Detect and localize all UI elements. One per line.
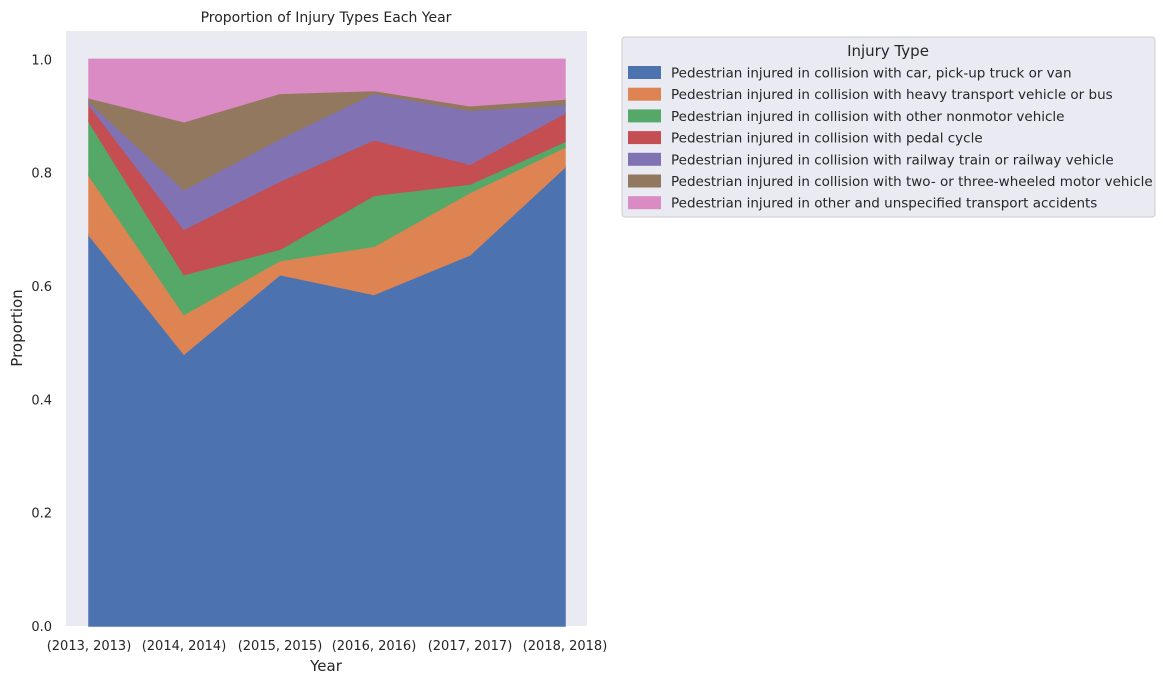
legend-swatch	[628, 66, 661, 79]
y-tick-labels: 0.0 0.2 0.4 0.6 0.8 1.0	[31, 53, 52, 635]
y-tick-label: 0.8	[31, 167, 52, 182]
legend-label: Pedestrian injured in collision with rai…	[671, 152, 1114, 168]
legend-label: Pedestrian injured in other and unspecif…	[671, 196, 1097, 212]
x-tick-label: (2017, 2017)	[428, 639, 513, 654]
legend-swatch	[628, 152, 661, 166]
x-tick-label: (2013, 2013)	[47, 639, 132, 654]
legend-label: Pedestrian injured in collision with two…	[671, 174, 1153, 190]
legend-frame	[621, 36, 1156, 218]
x-tick-label: (2015, 2015)	[238, 639, 323, 654]
chart-title: Proportion of Injury Types Each Year	[201, 10, 452, 26]
legend-swatch	[628, 109, 661, 123]
x-tick-labels: (2013, 2013) (2014, 2014) (2015, 2015) (201…	[47, 639, 608, 654]
legend-title: Injury Type	[847, 42, 929, 60]
x-tick-label: (2016, 2016)	[332, 639, 417, 654]
area-series-7	[88, 58, 566, 123]
y-tick-label: 0.4	[31, 393, 52, 408]
x-tick-label: (2018, 2018)	[523, 639, 608, 654]
y-tick-label: 1.0	[31, 53, 52, 68]
legend: Injury Type Pedestrian injured in collis…	[621, 36, 1156, 218]
y-tick-label: 0.6	[31, 280, 52, 295]
x-tick-label: (2014, 2014)	[142, 639, 227, 654]
x-axis-label: Year	[309, 657, 343, 675]
legend-swatch	[628, 174, 661, 188]
legend-label: Pedestrian injured in collision with car…	[671, 66, 1072, 82]
legend-label: Pedestrian injured in collision with hea…	[671, 87, 1113, 103]
legend-swatch	[628, 196, 661, 210]
area-series-group	[88, 58, 566, 627]
legend-label: Pedestrian injured in collision with oth…	[671, 109, 1065, 125]
y-axis-label: Proportion	[8, 289, 26, 366]
legend-label: Pedestrian injured in collision with ped…	[671, 131, 983, 147]
legend-swatch	[628, 87, 661, 101]
y-tick-label: 0.2	[31, 507, 52, 522]
legend-swatch	[628, 131, 661, 145]
legend-items: Pedestrian injured in collision with car…	[628, 66, 1153, 212]
y-tick-label: 0.0	[31, 620, 52, 635]
